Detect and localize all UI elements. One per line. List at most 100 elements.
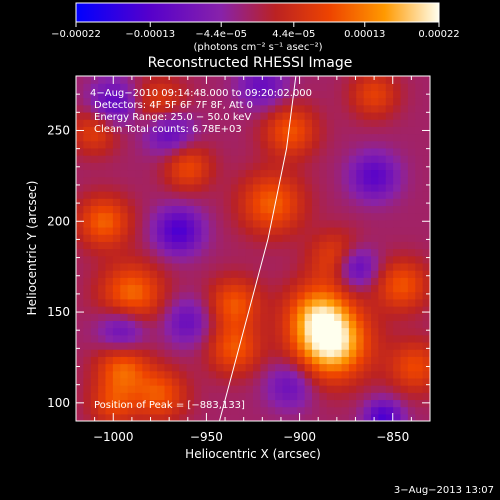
heatmap-cell [98, 284, 107, 293]
heatmap-cell [201, 291, 210, 300]
heatmap-cell [400, 97, 409, 106]
heatmap-cell [422, 327, 430, 336]
heatmap-cell [341, 183, 350, 192]
heatmap-cell [164, 334, 173, 343]
heatmap-cell [378, 219, 387, 228]
heatmap-cell [371, 198, 379, 206]
heatmap-cell [260, 413, 269, 421]
heatmap-cell [275, 298, 284, 307]
heatmap-cell [127, 248, 136, 257]
heatmap-cell [289, 385, 298, 393]
heatmap-cell [149, 104, 158, 113]
heatmap-cell [83, 241, 92, 250]
heatmap-cell [105, 205, 114, 214]
heatmap-cell [385, 306, 394, 314]
heatmap-cell [208, 327, 217, 336]
heatmap-cell [348, 104, 357, 113]
heatmap-cell [371, 219, 379, 228]
heatmap-cell [98, 198, 107, 206]
heatmap-cell [164, 241, 173, 250]
heatmap-cell [245, 133, 254, 142]
heatmap-cell [275, 226, 284, 235]
heatmap-cell [260, 169, 269, 178]
heatmap-cell [179, 291, 188, 300]
heatmap-cell [112, 140, 121, 149]
heatmap-cell [415, 155, 424, 163]
heatmap-cell [334, 162, 343, 171]
heatmap-cell [245, 169, 254, 178]
heatmap-cell [120, 334, 129, 343]
heatmap-cell [348, 363, 357, 372]
heatmap-cell [348, 140, 357, 149]
heatmap-cell [179, 104, 188, 113]
heatmap-cell [385, 90, 394, 99]
heatmap-cell [171, 248, 180, 257]
heatmap-cell [135, 140, 143, 149]
heatmap-cell [275, 176, 284, 185]
heatmap-cell [120, 183, 129, 192]
heatmap-cell [415, 406, 424, 415]
heatmap-cell [385, 97, 394, 106]
heatmap-cell [260, 255, 269, 264]
heatmap-cell [105, 377, 114, 386]
heatmap-cell [76, 320, 84, 329]
heatmap-cell [363, 183, 372, 192]
heatmap-cell [201, 212, 210, 221]
heatmap-cell [304, 248, 313, 257]
heatmap-cell [348, 248, 357, 257]
heatmap-cell [289, 377, 298, 386]
heatmap-cell [164, 169, 173, 178]
heatmap-cell [341, 191, 350, 199]
heatmap-cell [194, 155, 202, 163]
heatmap-cell [149, 83, 158, 91]
heatmap-cell [341, 111, 350, 120]
heatmap-cell [179, 385, 188, 393]
heatmap-cell [422, 219, 430, 228]
heatmap-cell [415, 76, 424, 84]
heatmap-cell [171, 327, 180, 336]
heatmap-cell [90, 241, 99, 250]
heatmap-cell [422, 385, 430, 393]
heatmap-cell [186, 413, 195, 421]
heatmap-cell [407, 327, 416, 336]
heatmap-cell [289, 306, 298, 314]
heatmap-cell [157, 399, 166, 408]
heatmap-cell [120, 162, 129, 171]
heatmap-cell [378, 341, 387, 350]
heatmap-cell [90, 392, 99, 401]
heatmap-cell [393, 76, 402, 84]
heatmap-cell [90, 262, 99, 271]
heatmap-cell [186, 234, 195, 242]
heatmap-cell [407, 392, 416, 401]
heatmap-cell [83, 147, 92, 156]
heatmap-cell [356, 90, 365, 99]
heatmap-cell [223, 119, 232, 127]
heatmap-cell [275, 198, 284, 206]
heatmap-cell [112, 97, 121, 106]
heatmap-cell [149, 298, 158, 307]
heatmap-cell [76, 140, 84, 149]
heatmap-cell [363, 140, 372, 149]
heatmap-cell [326, 327, 335, 336]
heatmap-cell [164, 234, 173, 242]
heatmap-cell [201, 363, 210, 372]
heatmap-cell [304, 406, 313, 415]
heatmap-cell [319, 155, 328, 163]
heatmap-cell [179, 241, 188, 250]
heatmap-cell [201, 241, 210, 250]
heatmap-cell [371, 133, 379, 142]
heatmap-cell [326, 241, 335, 250]
heatmap-cell [282, 126, 291, 135]
heatmap-cell [267, 140, 276, 149]
heatmap-cell [201, 356, 210, 365]
heatmap-cell [201, 248, 210, 257]
heatmap-cell [348, 392, 357, 401]
heatmap-cell [407, 291, 416, 300]
heatmap-cell [297, 183, 306, 192]
heatmap-cell [120, 147, 129, 156]
heatmap-cell [105, 313, 114, 321]
heatmap-cell [319, 392, 328, 401]
heatmap-cell [326, 176, 335, 185]
heatmap-cell [171, 140, 180, 149]
heatmap-cell [334, 169, 343, 178]
